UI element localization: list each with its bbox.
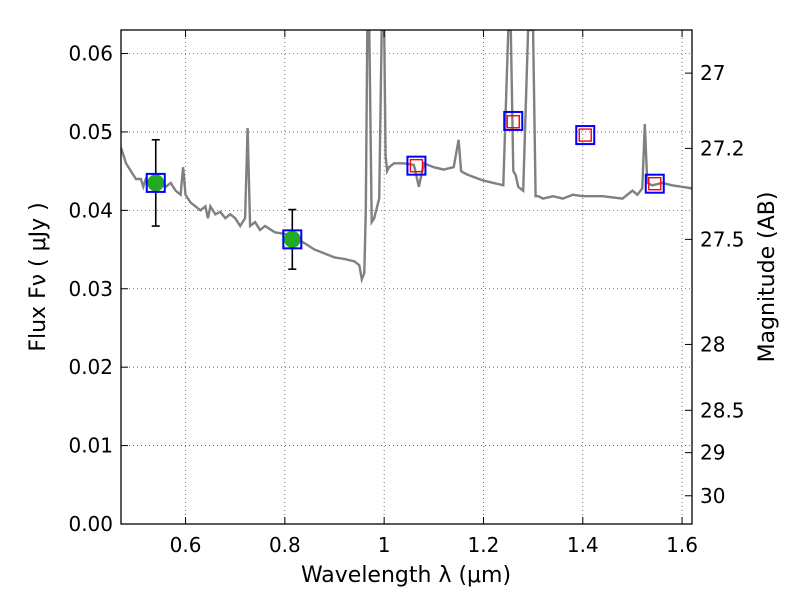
right-tick-label: 30 <box>700 484 725 508</box>
y-tick-label: 0.00 <box>68 512 113 536</box>
right-tick-label: 27 <box>700 61 725 85</box>
axes-frame <box>120 29 693 525</box>
x-tick-label: 0.8 <box>269 533 301 557</box>
right-tick-label: 28.5 <box>700 398 745 422</box>
y-axis: 0.00 0.01 0.02 0.03 0.04 0.05 0.06 <box>68 42 128 536</box>
upper-limit-markers <box>409 115 662 191</box>
right-tick-label: 28 <box>700 332 725 356</box>
detection-points <box>147 174 301 248</box>
model-flux-box <box>644 173 665 194</box>
detection-point <box>283 230 301 248</box>
spectrum-line <box>121 30 692 284</box>
x-tick-label: 1 <box>378 533 391 557</box>
detection-point <box>147 174 165 192</box>
x-axis-label: Wavelength λ (μm) <box>301 563 511 588</box>
upper-limit-marker <box>648 176 662 191</box>
x-tick-label: 1.4 <box>567 533 599 557</box>
plot-area <box>121 30 692 524</box>
right-tick-label: 27.2 <box>700 136 745 160</box>
upper-limit-marker <box>578 128 592 142</box>
upper-limit-marker <box>409 158 424 173</box>
y-axis-label: Flux Fν ( μJy ) <box>26 202 51 351</box>
model-flux-box <box>282 229 303 250</box>
right-tick-label: 27.5 <box>700 227 745 251</box>
model-flux-box <box>145 172 166 193</box>
y-tick-label: 0.06 <box>68 42 113 66</box>
model-flux-boxes <box>145 110 665 250</box>
y-tick-label: 0.05 <box>68 120 113 144</box>
x-tick-label: 0.6 <box>170 533 202 557</box>
right-tick-label: 29 <box>700 441 725 465</box>
model-flux-box <box>406 155 427 176</box>
x-axis: 0.6 0.8 1 1.2 1.4 1.6 <box>170 30 698 557</box>
y-tick-label: 0.02 <box>68 355 113 379</box>
x-tick-label: 1.2 <box>468 533 500 557</box>
model-flux-box <box>575 125 596 146</box>
model-flux-box <box>503 110 524 131</box>
right-magnitude-axis: 27 27.2 27.5 28 28.5 29 30 <box>685 61 745 508</box>
y-tick-label: 0.03 <box>68 277 113 301</box>
y-tick-label: 0.01 <box>68 434 113 458</box>
y-tick-label: 0.04 <box>68 198 113 222</box>
right-axis-label: Magnitude (AB) <box>755 192 780 363</box>
x-tick-label: 1.6 <box>666 533 698 557</box>
upper-limit-marker <box>506 115 520 129</box>
